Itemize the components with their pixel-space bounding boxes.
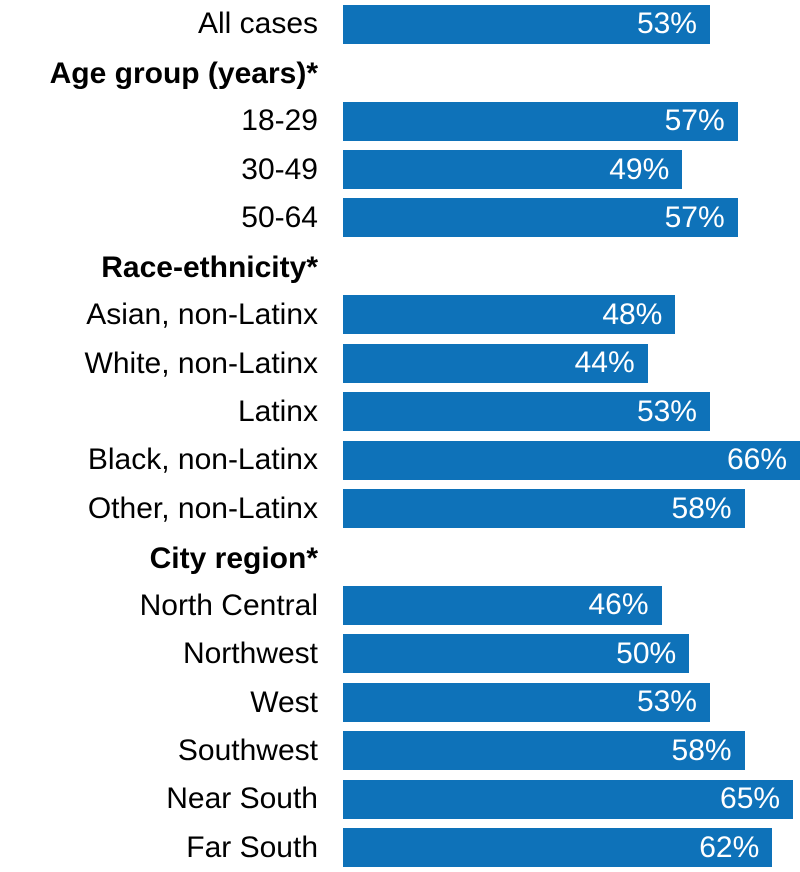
category-label: Far South (186, 830, 318, 864)
empty-bar-area (343, 252, 800, 291)
chart-row: Other, non-Latinx 58% (0, 484, 800, 532)
bar-area: 46% (343, 585, 800, 625)
category-label: Southwest (177, 734, 318, 768)
bar: 50% (343, 634, 690, 674)
bar: 53% (343, 4, 710, 44)
category-label: North Central (139, 588, 318, 622)
chart-row: North Central 46% (0, 581, 800, 629)
value-label: 53% (636, 7, 697, 41)
value-label: 50% (616, 636, 677, 670)
bar: 53% (343, 682, 710, 722)
bar: 66% (343, 440, 800, 480)
chart-row: Latinx 53% (0, 388, 800, 436)
bar: 65% (343, 779, 794, 819)
empty-bar-area (343, 542, 800, 581)
bar: 58% (343, 489, 745, 529)
bar: 53% (343, 392, 710, 432)
value-label: 49% (609, 152, 670, 186)
chart-row: All cases 53% (0, 0, 800, 48)
bar: 48% (343, 295, 676, 335)
group-header-label: City region* (149, 541, 318, 575)
category-label: 30-49 (241, 152, 318, 186)
chart-row: 18-29 57% (0, 97, 800, 145)
category-label: West (250, 685, 318, 719)
value-label: 44% (574, 346, 635, 380)
category-label: White, non-Latinx (84, 346, 318, 380)
group-header-row: Age group (years)* (0, 48, 800, 96)
chart-row: 50-64 57% (0, 194, 800, 242)
bar-area: 53% (343, 392, 800, 432)
chart-row: 30-49 49% (0, 145, 800, 193)
category-label: Black, non-Latinx (87, 443, 318, 477)
value-label: 58% (671, 491, 732, 525)
bar-area: 58% (343, 489, 800, 529)
group-header-label: Age group (years)* (49, 57, 318, 91)
bar-area: 44% (343, 343, 800, 383)
chart-row: West 53% (0, 678, 800, 726)
category-label: Other, non-Latinx (87, 491, 318, 525)
bar: 57% (343, 198, 738, 238)
empty-bar-area (343, 58, 800, 97)
chart-row: Far South 62% (0, 823, 800, 871)
chart-row: Black, non-Latinx 66% (0, 436, 800, 484)
value-label: 57% (664, 200, 725, 234)
chart-row: White, non-Latinx 44% (0, 339, 800, 387)
chart-row: Near South 65% (0, 775, 800, 823)
category-label: Latinx (237, 394, 318, 428)
bar: 44% (343, 343, 648, 383)
value-label: 46% (588, 588, 649, 622)
category-label: Northwest (182, 637, 318, 671)
bar: 49% (343, 150, 683, 190)
bar-area: 65% (343, 779, 800, 819)
bar-area: 53% (343, 4, 800, 44)
group-header-row: City region* (0, 533, 800, 581)
chart-row: Northwest 50% (0, 630, 800, 678)
group-header-label: Race-ethnicity* (101, 251, 318, 285)
value-label: 66% (726, 443, 787, 477)
bar-area: 62% (343, 828, 800, 868)
category-label: 50-64 (241, 201, 318, 235)
bar: 62% (343, 828, 773, 868)
chart-row: Asian, non-Latinx 48% (0, 291, 800, 339)
value-label: 62% (699, 830, 760, 864)
bar: 58% (343, 731, 745, 771)
group-header-row: Race-ethnicity* (0, 242, 800, 290)
value-label: 48% (602, 297, 663, 331)
value-label: 53% (636, 685, 697, 719)
bar-area: 66% (343, 440, 800, 480)
category-label: 18-29 (241, 104, 318, 138)
bar-area: 58% (343, 731, 800, 771)
bar-area: 57% (343, 198, 800, 238)
bar-area: 49% (343, 150, 800, 190)
category-label: Near South (166, 782, 318, 816)
category-label: All cases (197, 7, 318, 41)
value-label: 57% (664, 104, 725, 138)
bar: 46% (343, 585, 662, 625)
bar-area: 50% (343, 634, 800, 674)
value-label: 65% (720, 782, 781, 816)
value-label: 58% (671, 733, 732, 767)
value-label: 53% (636, 394, 697, 428)
bar: 57% (343, 101, 738, 141)
category-label: Asian, non-Latinx (86, 298, 318, 332)
bar-area: 53% (343, 682, 800, 722)
bar-area: 57% (343, 101, 800, 141)
chart-row: Southwest 58% (0, 727, 800, 775)
bar-area: 48% (343, 295, 800, 335)
